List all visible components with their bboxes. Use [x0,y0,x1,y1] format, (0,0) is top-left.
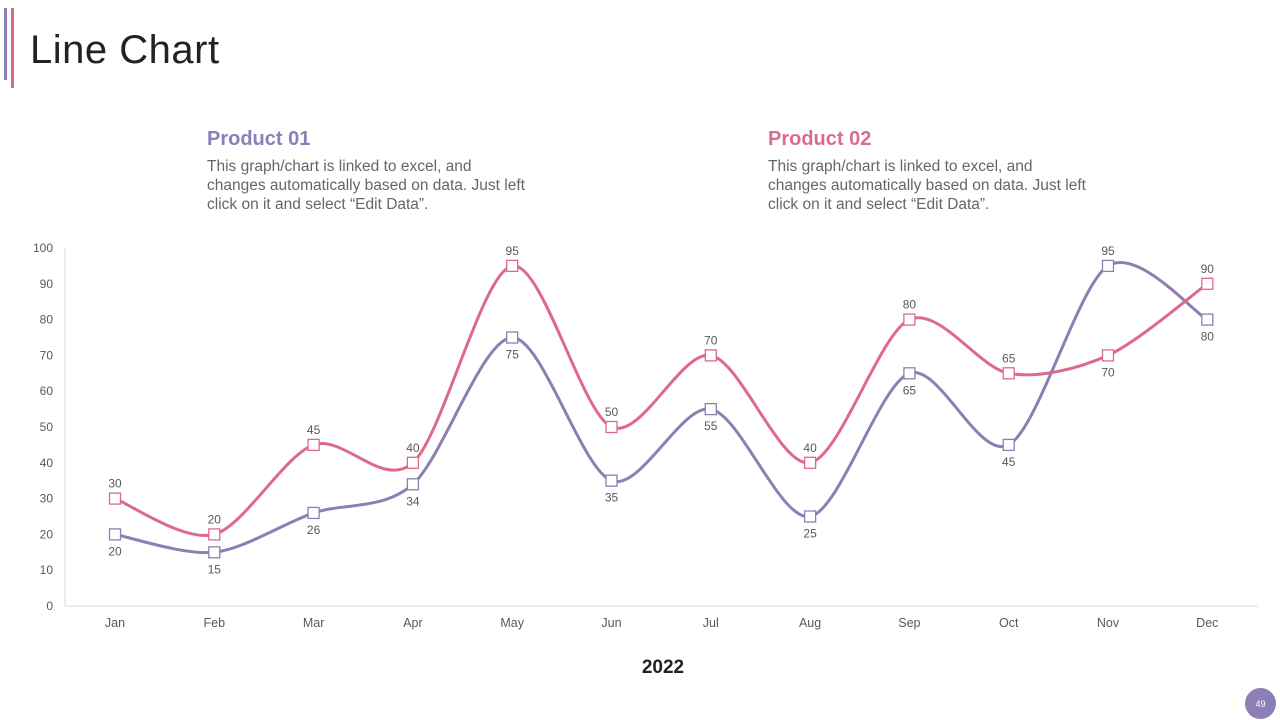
data-label: 30 [108,477,122,491]
y-tick-label: 100 [33,241,53,255]
x-tick-label: Oct [999,616,1019,630]
data-label: 50 [605,405,619,419]
data-label: 80 [1201,330,1215,344]
legend-product-01: Product 01 This graph/chart is linked to… [207,128,527,214]
data-label: 70 [704,333,718,347]
legend-product-02: Product 02 This graph/chart is linked to… [768,128,1088,214]
data-point-marker [605,474,618,487]
y-tick-label: 90 [40,277,54,291]
x-tick-label: Dec [1196,616,1218,630]
data-point-marker [307,438,320,452]
y-tick-label: 20 [40,527,54,541]
data-label: 25 [803,527,817,541]
y-tick-label: 60 [40,384,54,398]
data-label: 65 [903,383,917,397]
data-point-marker [704,349,717,362]
data-label: 95 [506,244,520,258]
data-point-marker [903,313,916,326]
legend-title-product-01: Product 01 [207,128,311,150]
data-label: 70 [1101,365,1115,379]
series-line-product-01 [113,261,1209,555]
x-tick-label: Jun [601,616,621,630]
data-point-marker [108,528,122,541]
x-tick-label: Feb [204,616,226,630]
x-tick-label: Jul [703,616,719,630]
data-point-marker [704,402,717,416]
data-point-marker [605,420,618,434]
x-tick-label: May [500,616,524,630]
data-point-marker [1201,277,1214,290]
data-point-marker [406,478,420,491]
x-tick-label: Sep [898,616,920,630]
series-line-product-02 [113,264,1209,538]
y-tick-label: 0 [46,599,53,613]
data-label: 65 [1002,351,1016,365]
y-tick-label: 30 [40,492,54,506]
data-point-marker [108,492,122,505]
page-number-badge: 49 [1245,688,1276,719]
data-label: 40 [406,441,420,455]
data-label: 20 [208,512,222,526]
page-title: Line Chart [30,28,220,72]
data-point-marker [1002,367,1015,380]
accent-bar-purple [4,8,7,80]
x-axis-title: 2022 [642,657,684,678]
data-label: 26 [307,523,321,537]
data-point-marker [1101,349,1115,362]
data-label: 45 [307,423,321,437]
x-tick-label: Mar [303,616,325,630]
data-point-marker [803,456,817,469]
y-tick-label: 10 [40,563,54,577]
data-point-marker [903,367,916,380]
y-tick-label: 70 [40,348,54,362]
data-point-marker [208,528,221,541]
x-tick-label: Apr [403,616,422,630]
data-label: 35 [605,491,619,505]
legend-title-product-02: Product 02 [768,128,872,150]
data-label: 95 [1101,244,1115,258]
data-label: 40 [803,441,817,455]
data-point-marker [208,546,221,559]
y-tick-label: 40 [40,456,54,470]
data-point-marker [1201,313,1214,326]
data-label: 90 [1201,262,1215,276]
data-point-marker [506,259,519,273]
x-tick-label: Jan [105,616,125,630]
data-label: 75 [506,348,520,362]
data-label: 20 [108,544,122,558]
x-tick-label: Nov [1097,616,1120,630]
legend-description-product-01: This graph/chart is linked to excel, and… [207,158,525,213]
y-tick-label: 80 [40,313,54,327]
data-point-marker [406,456,420,469]
data-point-marker [803,510,817,523]
data-label: 55 [704,419,718,433]
y-tick-label: 50 [40,420,54,434]
data-label: 15 [208,562,222,576]
data-point-marker [1101,259,1115,273]
data-point-marker [1002,438,1015,452]
x-tick-label: Aug [799,616,821,630]
data-label: 45 [1002,455,1016,469]
legend-description-product-02: This graph/chart is linked to excel, and… [768,158,1086,213]
data-point-marker [307,506,320,520]
data-point-marker [506,331,519,344]
data-label: 80 [903,298,917,312]
data-label: 34 [406,494,420,508]
accent-bar-pink [11,8,14,88]
